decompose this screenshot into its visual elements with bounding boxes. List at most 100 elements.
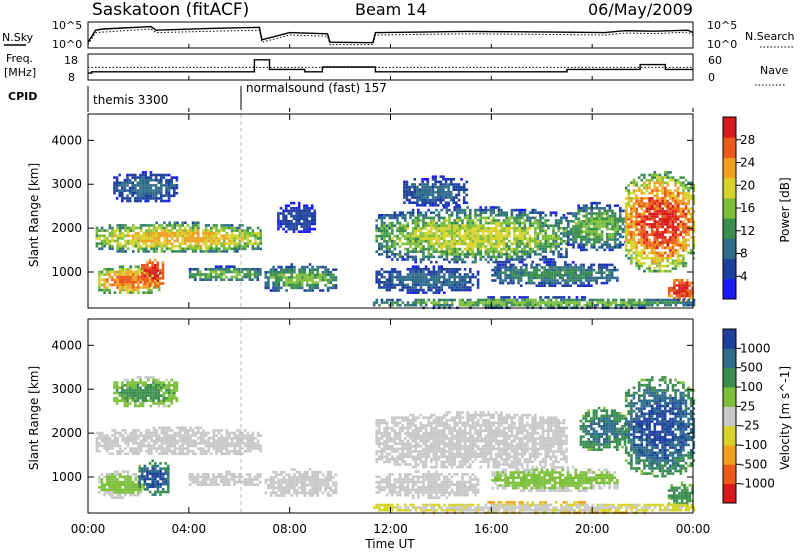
data-cell — [608, 277, 611, 280]
data-cell — [111, 237, 114, 240]
data-cell — [669, 301, 672, 304]
data-cell — [585, 277, 588, 280]
data-cell — [601, 215, 604, 218]
data-cell — [490, 256, 493, 259]
data-cell — [677, 192, 680, 195]
data-cell — [459, 235, 462, 238]
data-cell — [137, 291, 140, 294]
data-cell — [500, 250, 503, 253]
data-cell — [554, 284, 557, 287]
data-cell — [490, 222, 493, 225]
data-cell — [506, 296, 509, 299]
data-cell — [422, 232, 425, 235]
data-cell — [409, 278, 412, 281]
data-cell — [314, 268, 317, 271]
data-cell — [192, 224, 195, 227]
data-cell — [150, 189, 153, 192]
data-cell — [124, 289, 127, 292]
data-cell — [495, 261, 498, 264]
data-cell — [521, 240, 524, 243]
data-cell — [641, 301, 644, 304]
data-cell — [98, 432, 101, 435]
data-cell — [280, 223, 283, 226]
data-cell — [414, 273, 417, 276]
data-cell — [116, 286, 119, 289]
data-cell — [641, 249, 644, 252]
data-cell — [401, 281, 404, 284]
data-cell — [588, 271, 591, 274]
data-cell — [466, 289, 469, 292]
data-cell — [148, 229, 151, 232]
data-cell — [651, 241, 654, 244]
data-cell — [448, 209, 451, 212]
data-cell — [667, 174, 670, 177]
data-cell — [455, 183, 458, 186]
data-cell — [147, 182, 150, 185]
data-cell — [552, 232, 555, 235]
data-cell — [275, 289, 278, 292]
data-cell — [672, 176, 675, 179]
data-cell — [490, 219, 493, 222]
data-cell — [530, 271, 533, 274]
data-cell — [512, 274, 515, 277]
data-cell — [386, 281, 389, 284]
data-cell — [533, 266, 536, 269]
data-cell — [414, 237, 417, 240]
data-cell — [378, 271, 381, 274]
data-cell — [311, 223, 314, 226]
data-cell — [599, 301, 602, 304]
data-cell — [303, 212, 306, 215]
data-cell — [285, 276, 288, 279]
data-cell — [498, 245, 501, 248]
data-cell — [140, 245, 143, 248]
data-cell — [461, 289, 464, 292]
data-cell — [443, 291, 446, 294]
data-cell — [575, 236, 578, 239]
data-cell — [146, 282, 149, 285]
data-cell — [189, 271, 192, 274]
data-cell — [306, 289, 309, 292]
data-cell — [661, 187, 664, 190]
data-cell — [448, 299, 451, 302]
data-cell — [254, 271, 257, 274]
data-cell — [210, 242, 213, 245]
data-cell — [542, 230, 545, 233]
data-cell — [550, 304, 553, 307]
data-cell — [435, 276, 438, 279]
data-cell — [466, 256, 469, 259]
data-cell — [116, 245, 119, 248]
data-cell — [453, 186, 456, 189]
data-cell — [521, 256, 524, 259]
data-cell — [685, 205, 688, 208]
data-cell — [651, 189, 654, 192]
data-cell — [674, 200, 677, 203]
data-cell — [611, 277, 614, 280]
data-cell — [552, 253, 555, 256]
data-cell — [429, 188, 432, 191]
data-cell — [646, 244, 649, 247]
data-cell — [583, 210, 586, 213]
data-cell — [542, 245, 545, 248]
data-cell — [630, 254, 633, 257]
data-cell — [427, 194, 430, 197]
data-cell — [303, 220, 306, 223]
data-cell — [419, 191, 422, 194]
data-cell — [425, 268, 428, 271]
data-cell — [472, 284, 475, 287]
data-cell — [330, 276, 333, 279]
data-cell — [524, 243, 527, 246]
data-cell — [153, 250, 156, 253]
data-cell — [539, 227, 542, 230]
data-cell — [153, 432, 156, 435]
data-cell — [623, 299, 626, 302]
data-cell — [414, 291, 417, 294]
data-cell — [505, 224, 508, 227]
data-cell — [552, 243, 555, 246]
data-cell — [589, 299, 592, 302]
data-cell — [404, 237, 407, 240]
data-cell — [114, 437, 117, 440]
data-cell — [412, 232, 415, 235]
data-cell — [443, 235, 446, 238]
data-cell — [433, 232, 436, 235]
